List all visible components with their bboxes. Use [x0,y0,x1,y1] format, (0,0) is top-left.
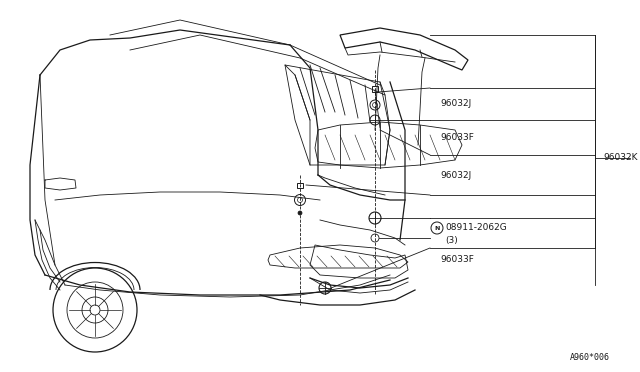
Bar [372,86,378,92]
Text: 96033F: 96033F [440,256,474,264]
Circle shape [298,211,302,215]
Text: 96033F: 96033F [440,132,474,141]
Text: 96032J: 96032J [440,170,471,180]
Text: 08911-2062G: 08911-2062G [445,224,507,232]
Text: 96032K: 96032K [603,154,637,163]
Bar [297,183,303,188]
Text: A960*006: A960*006 [570,353,610,362]
Text: N: N [435,225,440,231]
Text: 96032J: 96032J [440,99,471,108]
Text: (3): (3) [445,237,458,246]
